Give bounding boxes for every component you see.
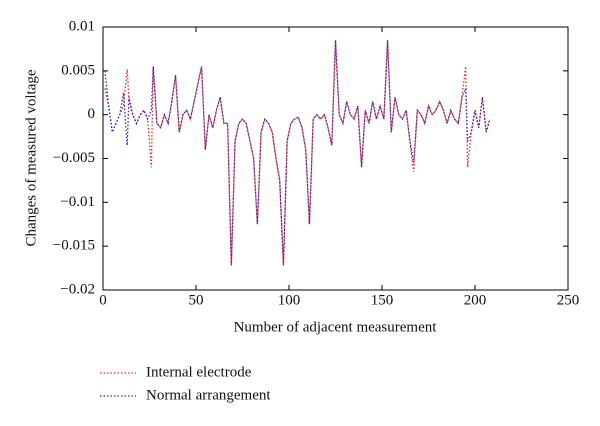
x-tick-label: 0 [99,292,107,308]
plot-frame [102,26,569,291]
y-tick-label: −0.02 [60,281,95,297]
y-tick-label: −0.005 [53,150,95,166]
x-axis-label: Number of adjacent measurement [234,319,438,335]
y-tick-label: −0.015 [53,238,95,254]
data-line [104,40,491,266]
x-tick-label: 250 [557,292,580,308]
x-tick-label: 100 [278,292,301,308]
y-tick-label: −0.01 [60,194,95,210]
x-tick-label: 150 [371,292,394,308]
y-axis-label: Changes of measured voltage [23,69,39,246]
x-tick-label: 200 [464,292,487,308]
y-tick-label: 0.01 [69,18,95,34]
legend-label: Normal arrangement [146,387,271,403]
y-tick-label: 0.005 [61,62,95,78]
data-line [104,40,491,266]
x-tick-label: 50 [189,292,204,308]
y-tick-label: 0 [88,106,96,122]
legend-label: Internal electrode [146,364,252,380]
